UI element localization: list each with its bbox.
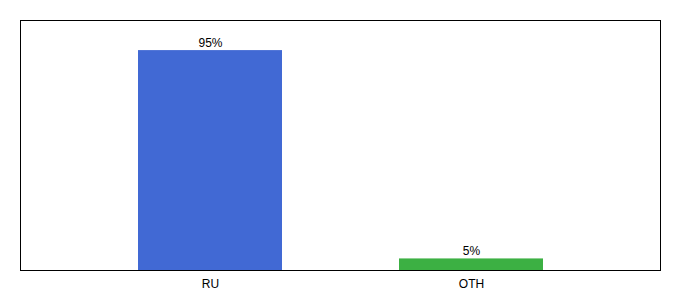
svg-text:5%: 5% xyxy=(463,244,481,258)
svg-text:OTH: OTH xyxy=(459,277,484,291)
svg-text:95%: 95% xyxy=(198,36,222,50)
svg-text:RU: RU xyxy=(202,277,219,291)
